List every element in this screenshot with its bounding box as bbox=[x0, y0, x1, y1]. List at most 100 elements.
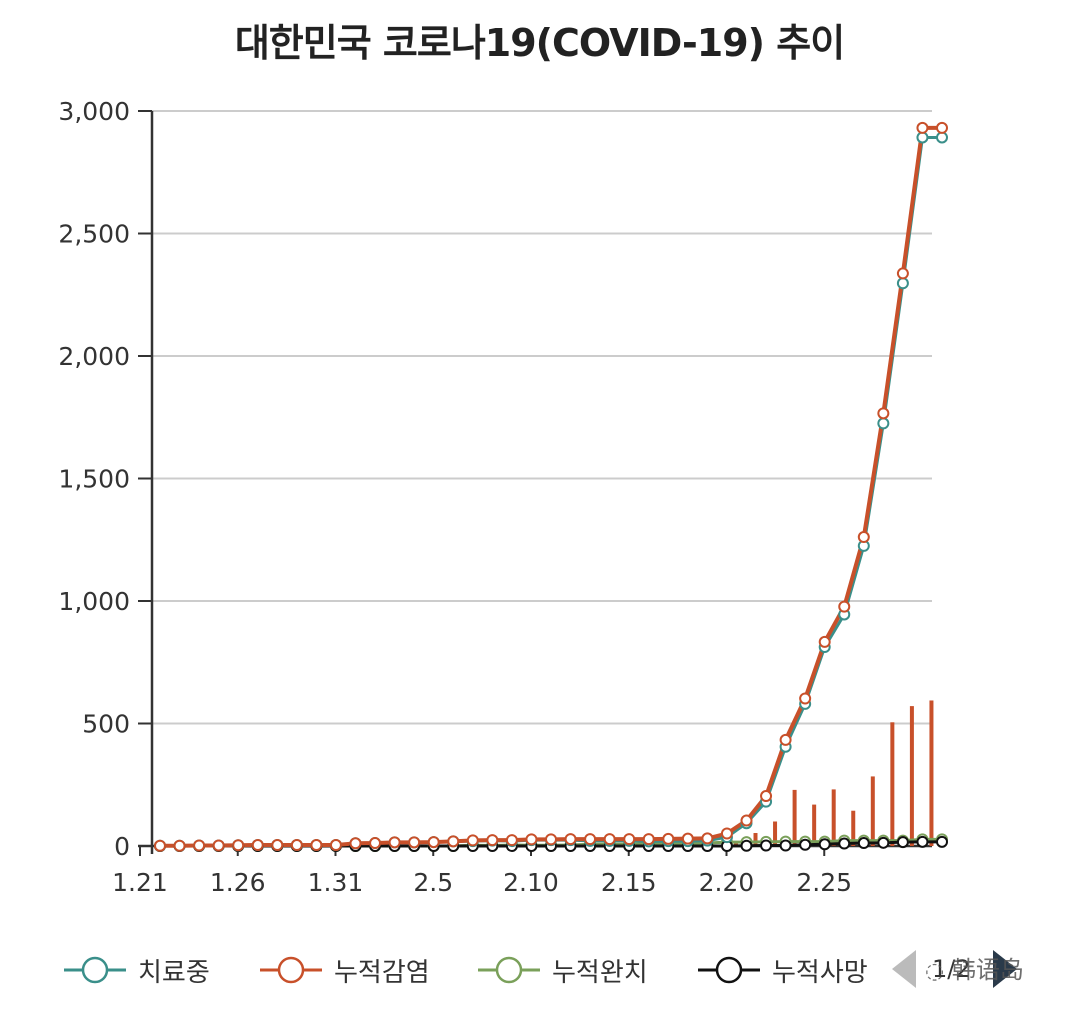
x-tick-label: 1.31 bbox=[308, 868, 364, 897]
x-tick-label: 1.26 bbox=[210, 868, 266, 897]
legend-label: 누적감염 bbox=[334, 957, 430, 988]
bar bbox=[890, 722, 895, 846]
data-point bbox=[388, 836, 401, 849]
data-point bbox=[545, 833, 557, 846]
legend-marker-icon bbox=[260, 956, 322, 984]
x-tick-label: 2.15 bbox=[601, 868, 657, 897]
legend-item-3[interactable]: 누적사망 bbox=[696, 945, 868, 995]
data-point bbox=[779, 839, 792, 852]
data-point bbox=[173, 839, 186, 852]
data-point bbox=[271, 839, 284, 852]
data-point bbox=[857, 837, 870, 850]
line-series bbox=[154, 121, 948, 852]
axes bbox=[138, 110, 932, 856]
y-tick-label: 0 bbox=[114, 832, 130, 861]
bar bbox=[773, 821, 778, 846]
bar bbox=[753, 833, 758, 846]
data-point bbox=[525, 833, 538, 846]
data-point bbox=[916, 131, 929, 144]
data-point bbox=[701, 832, 714, 845]
y-tick-label: 500 bbox=[82, 710, 130, 739]
data-point bbox=[896, 277, 909, 290]
legend-marker-icon bbox=[64, 956, 126, 984]
data-point bbox=[642, 833, 655, 846]
data-point bbox=[427, 836, 440, 849]
data-point bbox=[896, 836, 909, 849]
legend-page-indicator: 1/2 bbox=[932, 955, 971, 983]
watermark-text: 韩语岛 bbox=[951, 956, 1024, 984]
legend-item-2[interactable]: 누적완치 bbox=[476, 945, 648, 995]
legend: 치료중 누적감염 누적완치 누적사망 bbox=[62, 945, 1072, 995]
tick-labels: 0 500 1,000 1,500 2,000 2,500 3,000 1.21 1.26 1.3… bbox=[58, 97, 852, 897]
watermark-logo: ◌ 韩语岛 bbox=[925, 950, 1024, 985]
data-point bbox=[623, 833, 636, 846]
data-point bbox=[877, 407, 890, 420]
y-tick-label: 1,500 bbox=[58, 465, 130, 494]
data-point bbox=[877, 836, 890, 849]
data-point bbox=[584, 833, 597, 846]
data-point bbox=[838, 837, 851, 850]
chart-plot: 0 500 1,000 1,500 2,000 2,500 3,000 1.21 1.26 1.3… bbox=[58, 97, 948, 897]
legend-label: 누적사망 bbox=[772, 957, 868, 988]
bar bbox=[831, 789, 836, 846]
x-tick-label: 2.20 bbox=[699, 868, 755, 897]
data-point bbox=[896, 267, 909, 280]
data-point bbox=[760, 790, 773, 803]
bar bbox=[812, 804, 817, 846]
data-point bbox=[603, 833, 616, 846]
data-point bbox=[662, 832, 675, 845]
data-point bbox=[193, 839, 206, 852]
data-point bbox=[779, 733, 792, 746]
data-point bbox=[877, 417, 890, 430]
series-line bbox=[160, 135, 942, 848]
data-point bbox=[154, 839, 166, 852]
legend-marker-icon bbox=[478, 956, 540, 984]
legend-item-1[interactable]: 누적감염 bbox=[258, 945, 430, 995]
gridlines bbox=[152, 110, 932, 725]
bar bbox=[909, 706, 914, 846]
x-tick-label: 2.10 bbox=[503, 868, 559, 897]
prev-page-icon[interactable] bbox=[892, 950, 916, 988]
legend-item-0[interactable]: 치료중 bbox=[62, 945, 210, 995]
next-page-icon[interactable] bbox=[993, 950, 1017, 988]
series-line bbox=[160, 125, 942, 848]
x-tick-label: 2.25 bbox=[796, 868, 852, 897]
data-point bbox=[799, 838, 812, 851]
bar bbox=[870, 776, 875, 846]
data-point bbox=[466, 834, 479, 847]
data-point bbox=[349, 837, 362, 850]
legend-label: 치료중 bbox=[138, 957, 210, 988]
x-tick-label: 1.21 bbox=[112, 868, 168, 897]
legend-marker-icon bbox=[698, 956, 760, 984]
data-point bbox=[251, 839, 264, 852]
data-point bbox=[740, 814, 753, 827]
data-point bbox=[818, 635, 831, 648]
data-point bbox=[916, 835, 929, 848]
data-point bbox=[799, 692, 812, 705]
data-point bbox=[310, 839, 323, 852]
data-point bbox=[290, 839, 303, 852]
data-point bbox=[838, 600, 851, 613]
y-tick-label: 2,500 bbox=[58, 220, 130, 249]
data-point bbox=[936, 121, 948, 134]
bar bbox=[929, 700, 934, 846]
y-tick-label: 1,000 bbox=[58, 587, 130, 616]
data-point bbox=[505, 834, 518, 847]
data-point bbox=[232, 839, 245, 852]
data-point bbox=[916, 121, 929, 134]
wechat-icon: ◌ bbox=[925, 959, 945, 984]
data-point bbox=[681, 832, 694, 845]
data-point bbox=[720, 827, 733, 840]
data-point bbox=[936, 131, 948, 144]
bar bbox=[792, 789, 797, 846]
data-point bbox=[369, 837, 382, 850]
y-tick-label: 2,000 bbox=[58, 342, 130, 371]
data-point bbox=[329, 839, 342, 852]
data-point bbox=[486, 834, 499, 847]
bar-series bbox=[733, 700, 934, 846]
y-tick-label: 3,000 bbox=[58, 97, 130, 126]
data-point bbox=[447, 835, 460, 848]
data-point bbox=[936, 835, 948, 848]
data-point bbox=[760, 839, 773, 852]
bar bbox=[851, 810, 856, 846]
